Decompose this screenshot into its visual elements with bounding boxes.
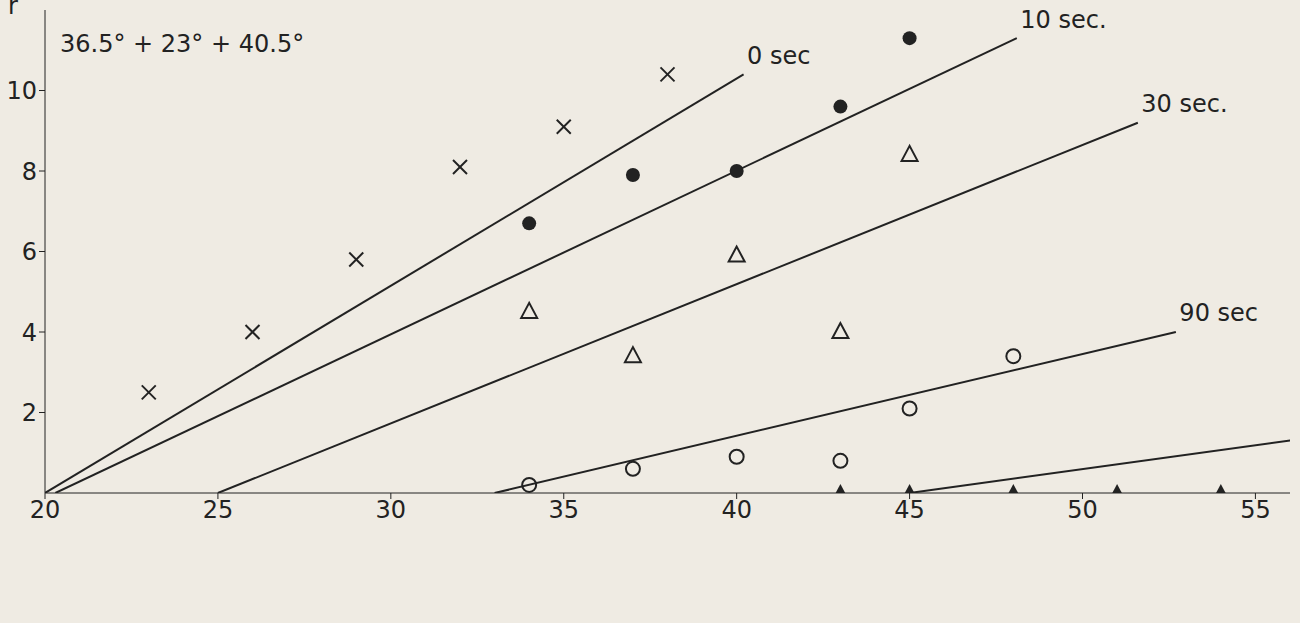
svg-text:10 sec.: 10 sec. [1020, 6, 1106, 34]
svg-text:25: 25 [203, 496, 234, 524]
svg-text:2: 2 [22, 399, 37, 427]
svg-text:8: 8 [22, 158, 37, 186]
svg-text:40: 40 [721, 496, 752, 524]
svg-text:0 sec: 0 sec [747, 42, 810, 70]
html-text:36.5° + 23° + 40.5°: 36.5° + 23° + 40.5° [60, 30, 305, 58]
svg-text:30 sec.: 30 sec. [1141, 90, 1227, 118]
svg-text:55: 55 [1240, 496, 1271, 524]
svg-text:20: 20 [30, 496, 61, 524]
svg-text:50: 50 [1067, 496, 1098, 524]
svg-text:4: 4 [22, 319, 37, 347]
svg-text:30: 30 [376, 496, 407, 524]
svg-text:90 sec: 90 sec [1179, 299, 1258, 327]
svg-text:6: 6 [22, 238, 37, 266]
svg-text:10: 10 [6, 77, 37, 105]
svg-text:45: 45 [894, 496, 925, 524]
svg-text:35: 35 [548, 496, 579, 524]
